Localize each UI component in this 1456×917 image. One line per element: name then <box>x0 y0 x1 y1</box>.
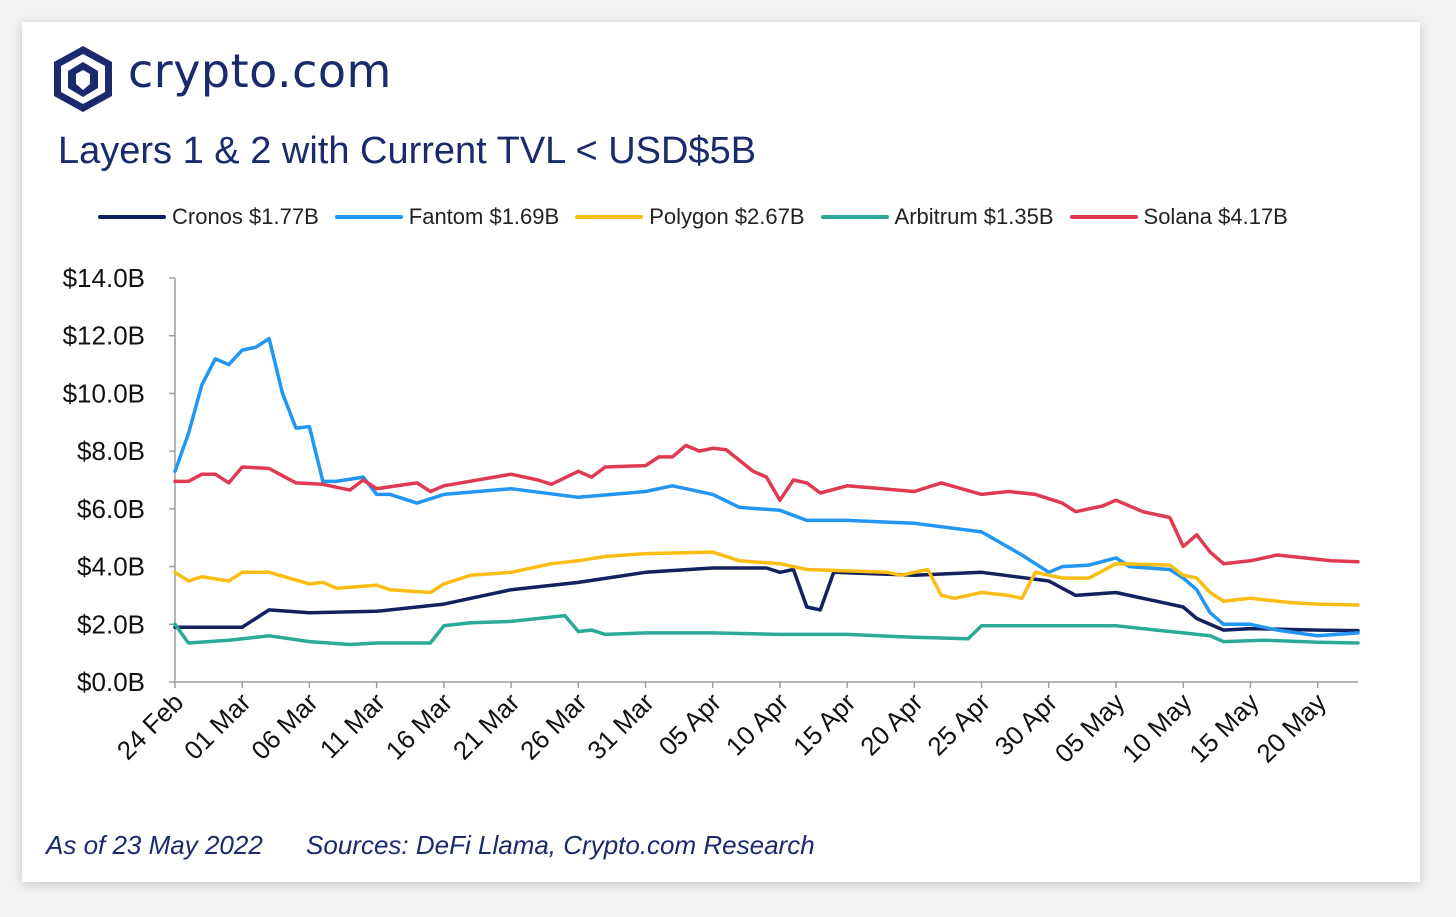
legend-swatch <box>575 215 644 219</box>
brand-name: crypto.com <box>128 44 392 98</box>
x-tick-label: 10 May <box>1116 687 1198 769</box>
x-tick-label: 15 Apr <box>787 687 862 762</box>
x-tick-label: 16 Mar <box>380 687 459 766</box>
series-line-arbitrum <box>173 613 1360 647</box>
line-chart: $0.0B $2.0B $4.0B $6.0B $8.0B $10.0B $12.0B $14… <box>63 263 1360 769</box>
legend-item-fantom: Fantom $1.69B <box>334 204 560 230</box>
sources-note: Sources: DeFi Llama, Crypto.com Research <box>306 830 815 860</box>
legend-swatch <box>334 215 403 219</box>
x-tick-label: 20 May <box>1250 687 1332 769</box>
legend-item-cronos: Cronos $1.77B <box>98 204 319 230</box>
legend-item-polygon: Polygon $2.67B <box>575 204 805 230</box>
x-tick-label: 24 Feb <box>111 687 189 765</box>
chart-legend: Cronos $1.77B Fantom $1.69B Polygon $2.67B… <box>98 202 1288 232</box>
y-tick-label: $0.0B <box>77 667 145 697</box>
y-tick-label: $6.0B <box>77 494 145 524</box>
legend-swatch <box>98 215 166 219</box>
legend-label: Arbitrum $1.35B <box>894 204 1054 229</box>
series-line-cronos <box>173 566 1360 633</box>
x-tick-label: 21 Mar <box>447 687 526 766</box>
legend-item-solana: Solana $4.17B <box>1069 204 1288 230</box>
x-tick-label: 15 May <box>1183 687 1265 769</box>
series-line-polygon <box>173 550 1360 607</box>
x-tick-label: 26 Mar <box>514 687 593 766</box>
series-line-fantom <box>173 336 1360 638</box>
x-tick-label: 05 May <box>1049 687 1131 769</box>
chart-card: crypto.com Layers 1 & 2 with Current TVL… <box>22 22 1420 882</box>
crypto-com-lion-shield-icon <box>54 46 112 112</box>
series-line-solana <box>173 443 1360 566</box>
x-tick-label: 01 Mar <box>178 687 257 766</box>
x-tick-label: 05 Apr <box>653 687 728 762</box>
legend-item-arbitrum: Arbitrum $1.35B <box>820 204 1054 230</box>
chart-footer: As of 23 May 2022 Sources: DeFi Llama, C… <box>46 830 815 861</box>
as-of-date: As of 23 May 2022 <box>46 830 263 860</box>
x-tick-label: 11 Mar <box>314 687 391 764</box>
legend-swatch <box>820 215 889 219</box>
x-tick-label: 10 Apr <box>720 687 795 762</box>
x-tick-label: 20 Apr <box>854 687 929 762</box>
y-tick-label: $10.0B <box>63 378 145 408</box>
legend-label: Solana $4.17B <box>1143 204 1288 229</box>
legend-label: Cronos $1.77B <box>172 204 319 229</box>
legend-label: Fantom $1.69B <box>408 204 560 229</box>
x-tick-label: 31 Mar <box>581 687 660 766</box>
y-tick-label: $2.0B <box>77 609 145 639</box>
y-tick-label: $8.0B <box>77 436 145 466</box>
x-tick-label: 06 Mar <box>245 687 324 766</box>
chart-title: Layers 1 & 2 with Current TVL < USD$5B <box>58 130 757 172</box>
y-tick-label: $4.0B <box>77 552 145 582</box>
legend-label: Polygon $2.67B <box>649 204 805 229</box>
y-tick-label: $12.0B <box>63 321 145 351</box>
x-tick-label: 25 Apr <box>921 687 996 762</box>
y-tick-label: $14.0B <box>63 263 145 293</box>
legend-swatch <box>1069 215 1138 219</box>
